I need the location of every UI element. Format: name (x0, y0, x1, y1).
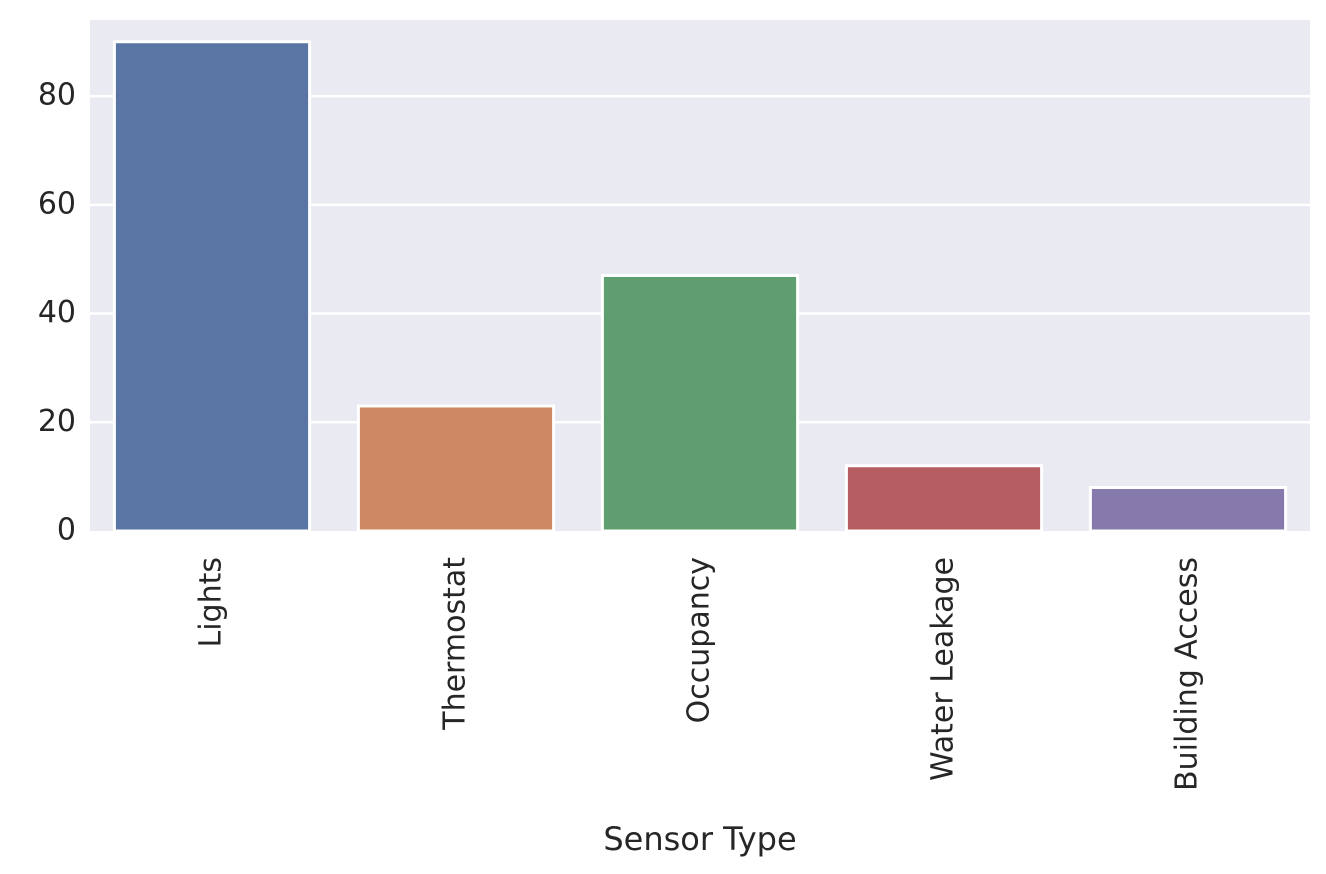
y-tick-label: 0 (57, 513, 76, 548)
x-tick-label: Building Access (1170, 557, 1205, 791)
bar-building-access (1088, 486, 1288, 533)
x-tick-label: Occupancy (682, 557, 717, 723)
y-tick-label: 40 (38, 295, 76, 330)
x-tick-label: Water Leakage (926, 557, 961, 781)
bar-lights (112, 40, 312, 533)
bar-occupancy (600, 274, 800, 533)
x-axis-label: Sensor Type (603, 820, 796, 858)
bars (112, 40, 1288, 533)
bar-water-leakage (844, 464, 1044, 533)
bar-thermostat (356, 404, 556, 533)
y-tick-label: 20 (38, 404, 76, 439)
x-tick-labels: Lights Thermostat Occupancy Water Leakage Bu… (194, 557, 1205, 791)
y-tick-labels: 0 20 40 60 80 (38, 78, 76, 548)
x-tick-label: Thermostat (438, 557, 473, 731)
x-tick-label: Lights (194, 557, 229, 648)
y-tick-label: 80 (38, 78, 76, 113)
y-tick-label: 60 (38, 186, 76, 221)
